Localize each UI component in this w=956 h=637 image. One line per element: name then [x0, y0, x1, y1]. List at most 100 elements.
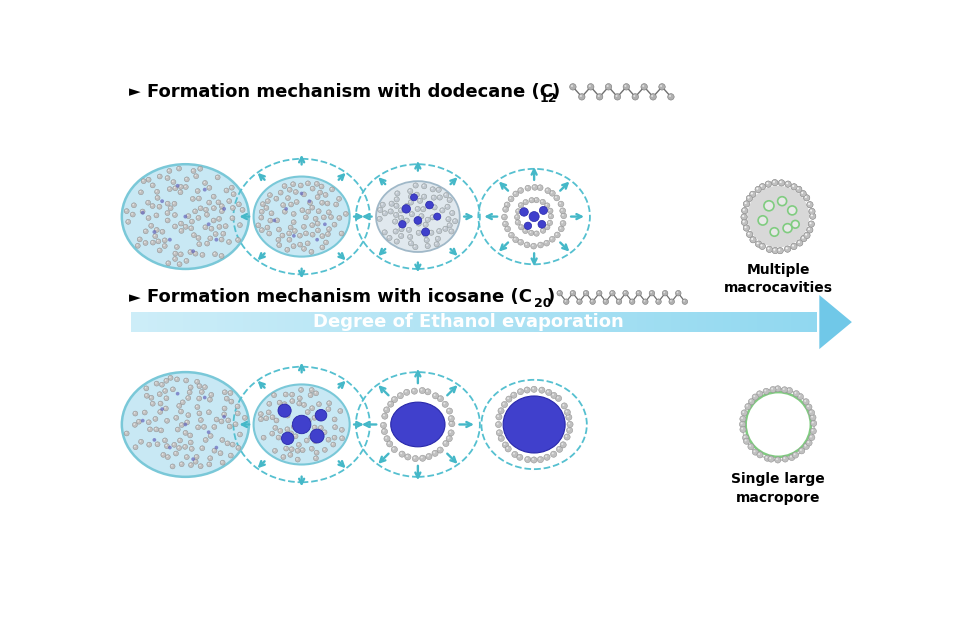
Circle shape: [154, 227, 160, 233]
Circle shape: [576, 299, 582, 304]
Circle shape: [570, 83, 576, 90]
Circle shape: [330, 215, 331, 217]
Circle shape: [157, 392, 163, 397]
Circle shape: [778, 180, 785, 186]
Bar: [800, 312, 809, 332]
Circle shape: [173, 251, 178, 256]
Circle shape: [134, 446, 136, 447]
Circle shape: [184, 422, 187, 426]
Circle shape: [776, 387, 778, 389]
Circle shape: [258, 417, 264, 422]
Circle shape: [525, 388, 527, 390]
Circle shape: [520, 225, 521, 227]
Circle shape: [323, 192, 328, 197]
Circle shape: [302, 225, 304, 227]
Circle shape: [804, 233, 810, 238]
Circle shape: [146, 215, 151, 220]
Circle shape: [337, 215, 342, 220]
Circle shape: [180, 422, 185, 427]
Circle shape: [750, 191, 756, 197]
Circle shape: [155, 229, 157, 230]
Circle shape: [278, 429, 283, 433]
Circle shape: [201, 254, 203, 255]
Circle shape: [801, 236, 807, 241]
Circle shape: [236, 202, 241, 207]
Circle shape: [785, 181, 792, 187]
Circle shape: [311, 224, 313, 225]
Circle shape: [223, 413, 225, 415]
Circle shape: [394, 197, 400, 202]
Circle shape: [389, 201, 394, 206]
Circle shape: [306, 181, 311, 186]
Circle shape: [750, 191, 756, 197]
Circle shape: [150, 224, 151, 226]
Circle shape: [140, 440, 141, 442]
Circle shape: [224, 225, 226, 226]
Circle shape: [272, 394, 274, 395]
Bar: [680, 312, 688, 332]
Circle shape: [172, 180, 174, 182]
Circle shape: [305, 439, 307, 441]
Circle shape: [546, 189, 548, 190]
Circle shape: [334, 426, 336, 427]
Circle shape: [301, 247, 307, 251]
Circle shape: [643, 300, 645, 302]
Circle shape: [194, 252, 196, 254]
Circle shape: [768, 248, 770, 250]
Circle shape: [446, 436, 452, 441]
Circle shape: [807, 441, 809, 443]
Circle shape: [568, 422, 570, 424]
Circle shape: [417, 231, 419, 233]
Bar: [294, 312, 303, 332]
Circle shape: [316, 209, 321, 213]
Circle shape: [752, 394, 758, 400]
Circle shape: [295, 448, 300, 453]
Circle shape: [560, 208, 566, 213]
Circle shape: [272, 218, 276, 222]
Circle shape: [405, 219, 407, 220]
Circle shape: [529, 197, 534, 203]
Circle shape: [260, 210, 262, 212]
Circle shape: [283, 392, 288, 397]
Circle shape: [211, 206, 216, 211]
Circle shape: [408, 194, 414, 199]
Circle shape: [326, 437, 331, 442]
Bar: [663, 312, 671, 332]
Circle shape: [786, 247, 788, 249]
Circle shape: [777, 248, 783, 254]
Circle shape: [291, 393, 293, 395]
Circle shape: [275, 219, 277, 220]
Circle shape: [332, 222, 337, 227]
Circle shape: [237, 203, 239, 204]
Circle shape: [539, 387, 545, 393]
Circle shape: [798, 241, 800, 243]
Circle shape: [159, 410, 161, 412]
Circle shape: [331, 442, 336, 447]
Circle shape: [637, 292, 639, 293]
Circle shape: [285, 413, 290, 418]
Circle shape: [444, 441, 446, 443]
Circle shape: [514, 192, 516, 194]
Circle shape: [258, 412, 263, 417]
Circle shape: [188, 250, 193, 255]
Circle shape: [561, 213, 567, 218]
Circle shape: [169, 207, 171, 208]
Bar: [165, 312, 174, 332]
Circle shape: [759, 243, 766, 250]
Circle shape: [299, 184, 301, 185]
Circle shape: [340, 437, 342, 438]
Circle shape: [756, 188, 758, 190]
Circle shape: [551, 192, 553, 194]
Circle shape: [296, 401, 302, 406]
Circle shape: [739, 421, 746, 427]
Circle shape: [796, 240, 803, 246]
Circle shape: [791, 183, 797, 190]
Circle shape: [176, 428, 178, 429]
Circle shape: [327, 227, 332, 232]
Circle shape: [183, 445, 187, 449]
Circle shape: [134, 424, 135, 425]
Circle shape: [660, 85, 663, 87]
Circle shape: [808, 228, 810, 230]
Circle shape: [409, 201, 411, 203]
Circle shape: [651, 95, 653, 97]
